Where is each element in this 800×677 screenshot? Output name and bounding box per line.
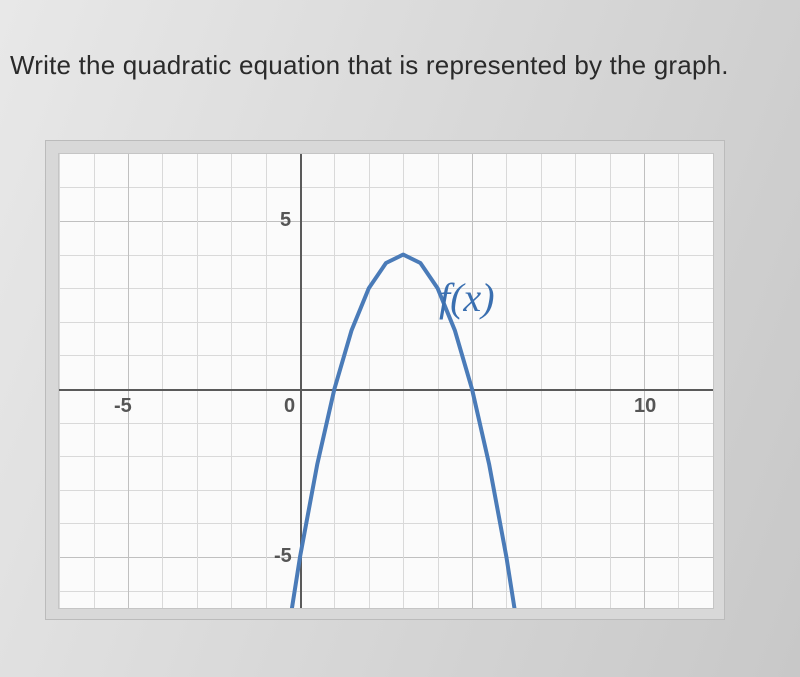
function-label: f(x) xyxy=(439,274,495,321)
graph-container-outer: -50105-5f(x) xyxy=(45,140,725,620)
graph-plot-area: -50105-5f(x) xyxy=(58,153,714,609)
page-root: Write the quadratic equation that is rep… xyxy=(0,0,800,677)
curve-svg xyxy=(59,154,713,608)
parabola-curve xyxy=(266,255,541,609)
question-text: Write the quadratic equation that is rep… xyxy=(10,50,729,81)
